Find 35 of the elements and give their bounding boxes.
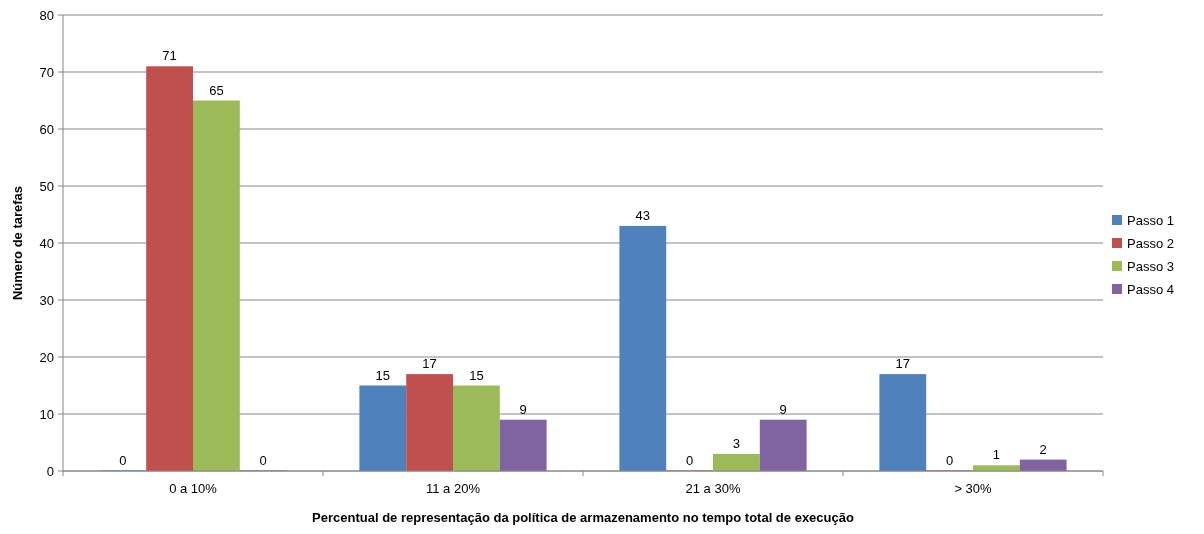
data-label: 71 xyxy=(162,48,177,64)
data-label: 3 xyxy=(732,435,741,451)
data-label: 17 xyxy=(895,356,911,372)
data-label: 0 xyxy=(259,453,267,468)
x-tick-label: > 30% xyxy=(954,481,993,496)
y-axis-title: Número de tarefas xyxy=(10,185,25,301)
y-tick-label: 50 xyxy=(39,178,54,194)
x-axis-title: Percentual de representação da política de armazenamento no tempo total de execução xyxy=(312,510,854,525)
x-tick-label: 21 a 30% xyxy=(685,481,741,496)
data-label: 0 xyxy=(119,453,127,468)
y-tick-label: 60 xyxy=(39,121,54,137)
y-tick-label: 30 xyxy=(39,292,54,308)
data-label: 15 xyxy=(375,367,391,383)
legend-label: Passo 1 xyxy=(1127,212,1174,228)
y-tick-label: 10 xyxy=(39,406,54,422)
data-label: 9 xyxy=(779,401,787,417)
y-tick-label: 0 xyxy=(46,463,54,479)
data-label: 0 xyxy=(685,453,694,468)
x-tick-label: 11 a 20% xyxy=(426,481,481,496)
data-label: 65 xyxy=(209,82,224,98)
data-label: 0 xyxy=(945,453,954,468)
data-label: 15 xyxy=(469,367,484,383)
x-tick-label: 0 a 10% xyxy=(169,481,218,496)
y-tick-label: 70 xyxy=(39,64,54,80)
y-tick-label: 40 xyxy=(39,235,54,251)
legend-label: Passo 3 xyxy=(1127,258,1174,274)
y-tick-label: 80 xyxy=(39,7,54,23)
y-tick-label: 20 xyxy=(39,349,54,365)
data-label: 1 xyxy=(992,447,1001,463)
data-label: 43 xyxy=(635,207,651,223)
data-label: 17 xyxy=(422,356,437,372)
data-label: 9 xyxy=(519,401,527,417)
legend-label: Passo 4 xyxy=(1127,281,1174,297)
legend-label: Passo 2 xyxy=(1127,235,1174,251)
data-label: 2 xyxy=(1039,441,1047,457)
